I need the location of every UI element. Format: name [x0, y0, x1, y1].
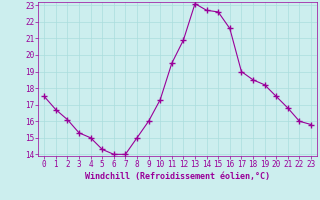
- X-axis label: Windchill (Refroidissement éolien,°C): Windchill (Refroidissement éolien,°C): [85, 172, 270, 181]
